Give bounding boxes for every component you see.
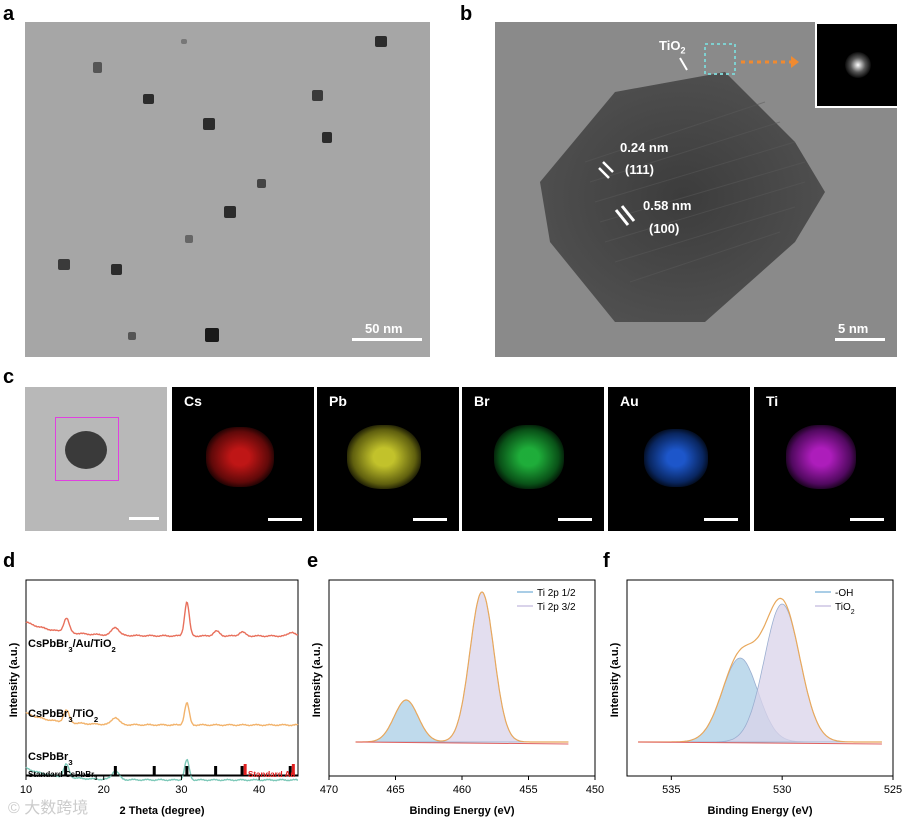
legend-label: Ti 2p 1/2 (537, 588, 576, 599)
tem-image-a: 50 nm (25, 22, 430, 357)
x-tick-label: 40 (253, 784, 265, 796)
std-cspbbr3-stick (113, 766, 117, 775)
particle (205, 328, 219, 342)
map-title-au: Au (620, 393, 639, 409)
lattice-spacing-1: 0.24 nm (620, 140, 669, 155)
scale-bar (704, 518, 738, 521)
x-tick-label: 465 (386, 784, 404, 796)
eds-map-pb: Pb (317, 387, 459, 531)
lattice-plane-1: (111) (625, 162, 654, 177)
particle (375, 36, 387, 47)
std-cspbbr3-stick (240, 766, 244, 775)
x-tick-label: 30 (175, 784, 187, 796)
particle (312, 90, 323, 101)
particle (224, 206, 236, 218)
std-cspbbr3-stick (185, 766, 189, 775)
x-tick-label: 10 (20, 784, 32, 796)
hrtem-image-b: TiO2 0.24 nm (111) 0.58 nm (100) 5 nm (495, 22, 897, 357)
scale-bar-a (352, 338, 422, 341)
xps-ti-chart: Ti 2p 1/2 Ti 2p 3/2 470 465 460 455 450 Binding… (311, 579, 604, 817)
legend-label: Ti 2p 3/2 (537, 602, 576, 613)
eds-map-au: Au (608, 387, 750, 531)
map-title-cs: Cs (184, 393, 202, 409)
particle (111, 264, 122, 275)
series-label-tio2: CsPbBr3/TiO2 (28, 708, 98, 724)
eds-map-cs: Cs (172, 387, 314, 531)
x-tick-label: 535 (662, 784, 680, 796)
panel-label-b: b (460, 3, 473, 25)
y-axis-label: Intensity (a.u.) (8, 642, 20, 717)
x-tick-label: 460 (453, 784, 471, 796)
plot-frame (626, 579, 894, 777)
std-cspbbr3-stick (64, 766, 68, 775)
x-tick-label: 450 (586, 784, 604, 796)
x-axis-label: 2 Theta (degree) (120, 805, 205, 817)
particle (143, 94, 154, 104)
peak-fill-1 (355, 591, 569, 743)
tio2-label: TiO2 (659, 38, 686, 56)
series-label-au-tio2: CsPbBr3/Au/TiO2 (28, 638, 116, 654)
eds-map-ti: Ti (754, 387, 896, 531)
panel-label-e: e (307, 550, 319, 572)
scale-bar-b (835, 338, 885, 341)
envelope-line (355, 591, 569, 743)
std-au-label: Standard Au (248, 770, 295, 779)
std-cspbbr3-stick (288, 766, 292, 775)
y-axis-label: Intensity (a.u.) (609, 642, 621, 717)
std-au-stick (291, 764, 295, 775)
watermark: © 大数跨境 (8, 800, 89, 817)
x-axis-label: Binding Energy (eV) (409, 805, 514, 817)
x-tick-label: 455 (519, 784, 537, 796)
legend-label: -OH (835, 588, 853, 599)
scale-label-a: 50 nm (365, 321, 403, 336)
xps-o-chart: -OH TiO2 535 530 525 Binding Energy (eV) Inten… (609, 579, 902, 817)
plot-frame (25, 579, 299, 777)
background-line (638, 741, 882, 745)
scale-bar (850, 518, 884, 521)
std-cspbbr3-stick (214, 766, 218, 775)
panel-label-f: f (603, 550, 610, 572)
haadf-image-c (25, 387, 167, 531)
fft-inset (815, 22, 897, 108)
std-au-stick (243, 764, 247, 775)
lattice-plane-2: (100) (649, 221, 680, 236)
series-label-cspbbr3: CsPbBr3 (28, 751, 73, 767)
scale-bar (413, 518, 447, 521)
envelope-line (638, 597, 882, 743)
eds-map-br: Br (462, 387, 604, 531)
x-tick-label: 470 (320, 784, 338, 796)
particle (93, 62, 102, 73)
particle (185, 235, 193, 243)
x-tick-label: 530 (773, 784, 791, 796)
map-title-ti: Ti (766, 393, 779, 409)
std-cspbbr3-stick (152, 766, 156, 775)
x-tick-label: 525 (884, 784, 902, 796)
particle (58, 259, 70, 270)
panel-label-c: c (3, 366, 15, 388)
map-title-pb: Pb (329, 393, 347, 409)
particle (257, 179, 266, 188)
std-cspbbr3-label: Standard CsPbBr3 (28, 770, 97, 782)
particle (181, 39, 187, 44)
peak-fill-1 (638, 603, 882, 743)
scale-label-b: 5 nm (838, 321, 869, 336)
series-line-1 (25, 702, 299, 727)
lattice-spacing-2: 0.58 nm (643, 198, 692, 213)
x-tick-label: 20 (98, 784, 110, 796)
map-title-br: Br (474, 393, 490, 409)
particle (128, 332, 136, 340)
particle (322, 132, 332, 143)
panel-label-d: d (3, 550, 16, 572)
scale-bar (268, 518, 302, 521)
xrd-chart: CsPbBr3/Au/TiO2 CsPbBr3/TiO2 CsPbBr3 Standa… (8, 579, 299, 817)
background-line (355, 741, 569, 745)
scale-bar (558, 518, 592, 521)
y-axis-label: Intensity (a.u.) (311, 642, 323, 717)
x-axis-label: Binding Energy (eV) (707, 805, 812, 817)
series-line-0 (25, 601, 299, 638)
panel-label-a: a (3, 3, 15, 25)
particle (203, 118, 215, 130)
legend-label: TiO2 (835, 602, 855, 616)
